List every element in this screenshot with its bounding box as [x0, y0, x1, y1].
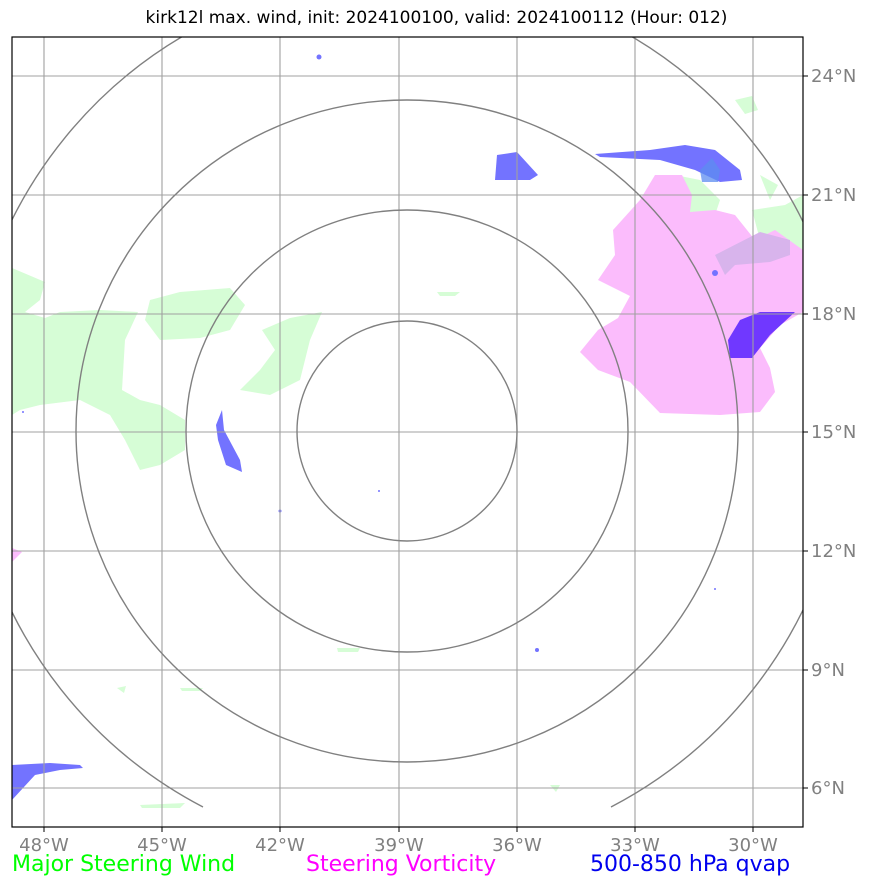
qvap-vorticity-overlap	[728, 312, 795, 358]
lon-tick-label: 42°W	[255, 835, 305, 856]
lon-tick-label: 36°W	[492, 835, 542, 856]
longitude-labels: 48°W 45°W 42°W 39°W 36°W 33°W 30°W	[19, 835, 778, 856]
lon-tick-label: 45°W	[137, 835, 187, 856]
lat-tick-label: 21°N	[811, 185, 856, 206]
steering-wind-field	[12, 96, 803, 808]
lon-tick-label: 30°W	[728, 835, 778, 856]
latitude-labels: 24°N 21°N 18°N 15°N 12°N 9°N 6°N	[811, 66, 856, 799]
lon-tick-label: 48°W	[19, 835, 69, 856]
lon-tick-label: 33°W	[610, 835, 660, 856]
range-ring-1	[296, 320, 518, 542]
graticule	[12, 37, 803, 827]
steering-vorticity-field	[12, 175, 803, 562]
range-ring-2	[185, 209, 629, 653]
legend-steering-vorticity: Steering Vorticity	[306, 852, 497, 877]
legend-steering-wind: Major Steering Wind	[12, 852, 236, 877]
map-plot-area	[12, 37, 803, 827]
lat-tick-label: 18°N	[811, 304, 856, 325]
lat-tick-label: 9°N	[811, 660, 845, 681]
lat-tick-label: 15°N	[811, 422, 856, 443]
lon-tick-label: 39°W	[374, 835, 424, 856]
lat-tick-label: 12°N	[811, 541, 856, 562]
map-title: kirk12l max. wind, init: 2024100100, val…	[145, 8, 728, 28]
lat-tick-label: 24°N	[811, 66, 856, 87]
tick-marks	[43, 75, 808, 832]
qvap-wind-overlap	[700, 158, 720, 182]
lat-tick-label: 6°N	[811, 778, 845, 799]
range-ring-3	[75, 99, 739, 763]
legend-qvap: 500-850 hPa qvap	[590, 852, 791, 877]
range-rings	[12, 37, 803, 808]
